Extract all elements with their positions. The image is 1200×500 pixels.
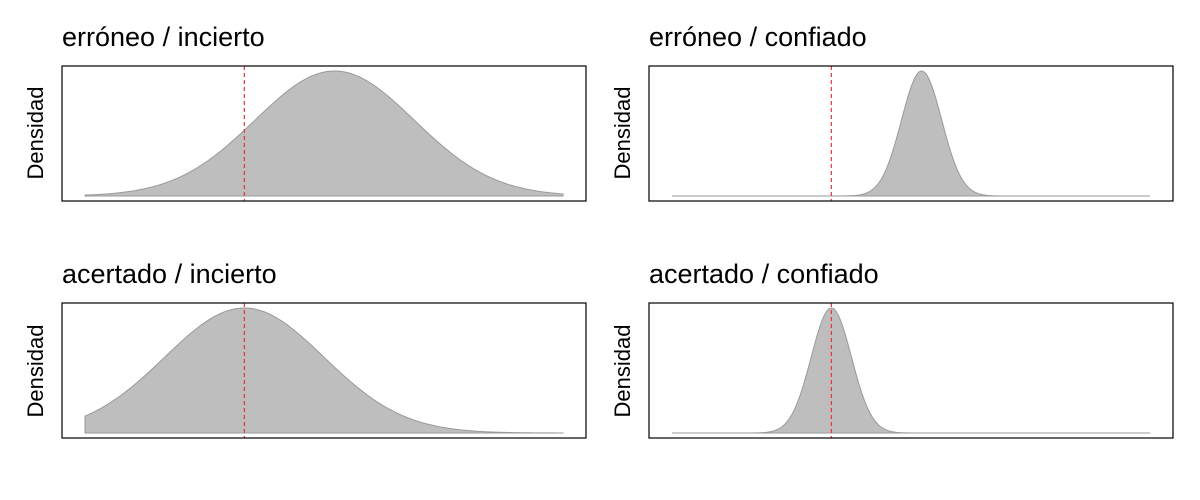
- y-axis-label: Densidad: [23, 87, 48, 180]
- density-area: [84, 307, 564, 434]
- panel-title: erróneo / confiado: [649, 22, 867, 52]
- panel-title: acertado / incierto: [62, 259, 277, 289]
- y-axis-label: Densidad: [610, 325, 635, 418]
- panel-title: acertado / confiado: [649, 259, 879, 289]
- y-axis-label: Densidad: [23, 325, 48, 418]
- panel-frame: [61, 65, 587, 202]
- panel-frame: [648, 65, 1174, 202]
- density-area: [672, 307, 1150, 434]
- panel-frame: [648, 302, 1174, 439]
- panel-right-confident: acertado / confiado Densidad: [610, 259, 1174, 439]
- density-area: [672, 70, 1150, 197]
- panel-wrong-uncertain: erróneo / incierto Densidad: [23, 22, 587, 202]
- panel-frame: [61, 302, 587, 439]
- panel-wrong-confident: erróneo / confiado Densidad: [610, 22, 1174, 202]
- y-axis-label: Densidad: [610, 87, 635, 180]
- panel-title: erróneo / incierto: [62, 22, 265, 52]
- panel-right-uncertain: acertado / incierto Densidad: [23, 259, 587, 439]
- density-area: [84, 70, 564, 197]
